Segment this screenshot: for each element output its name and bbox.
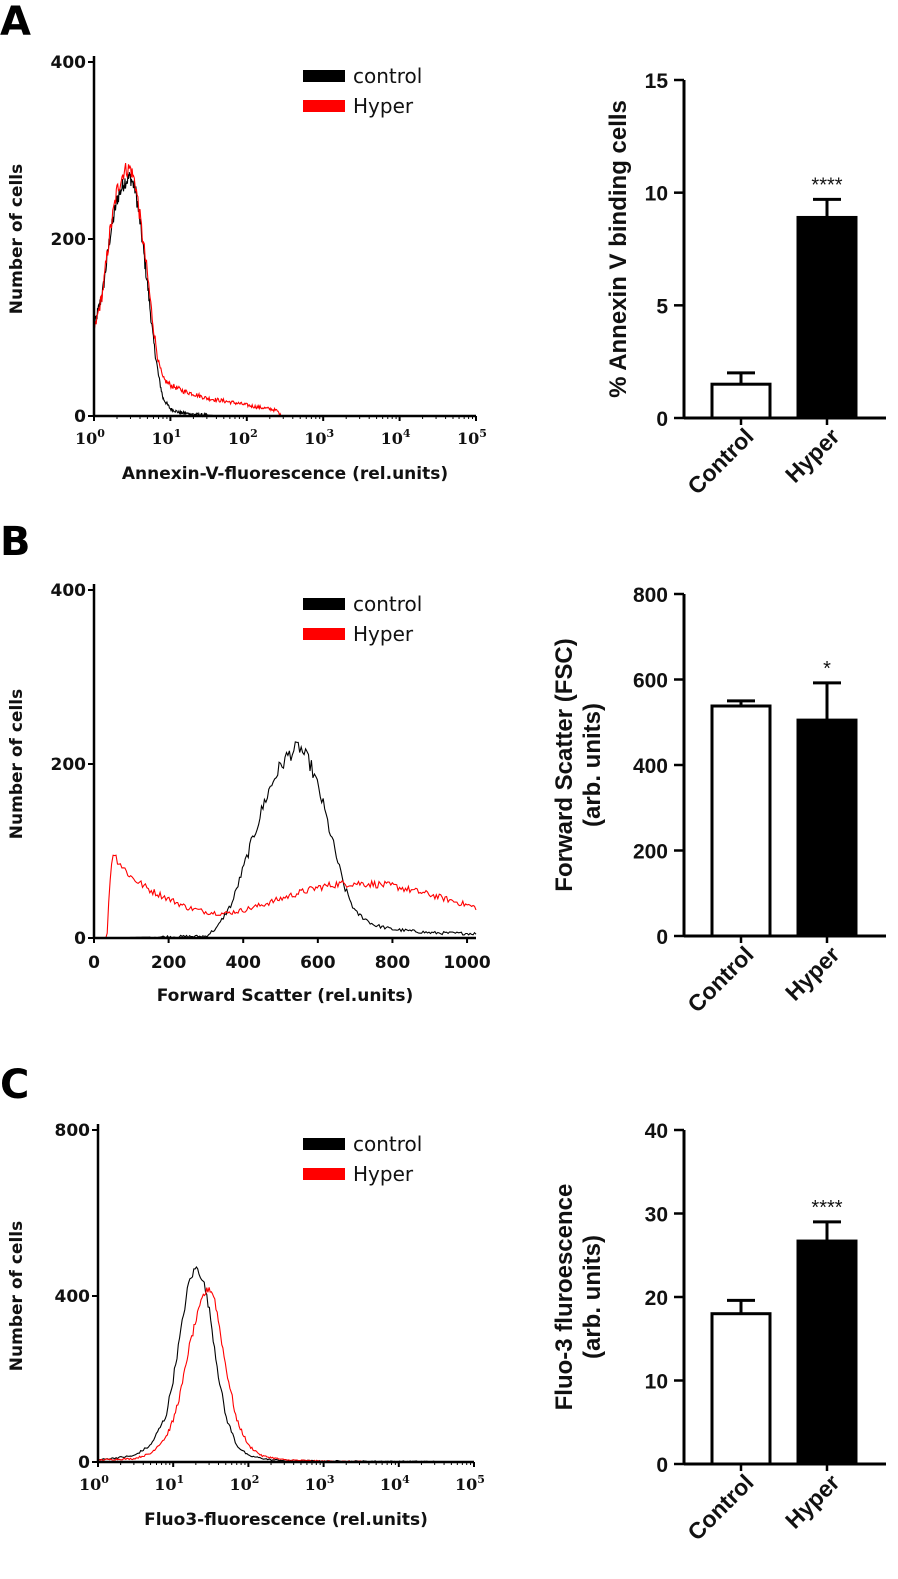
y-tick-label: 400: [633, 755, 668, 778]
series-line-control: [94, 741, 477, 939]
y-tick-label: 30: [645, 1204, 668, 1227]
y-axis-label: Number of cells: [7, 1221, 27, 1371]
bar-chart-forward-scatter: Control * Hyper 0 200 400 600 800 Forward Scatte…: [551, 584, 886, 1017]
histogram-forward-scatter: 0 200 400 0 200 400 600 800 1000 Forward Scatter …: [7, 581, 491, 1006]
series-line-hyper: [93, 163, 282, 417]
x-tick-label: 101: [154, 1473, 184, 1494]
panel-label-a: A: [0, 0, 31, 45]
y-tick-label: 0: [74, 407, 86, 427]
x-tick-label: 102: [229, 1473, 259, 1494]
x-tick-label: 1000: [443, 953, 490, 973]
legend-label-hyper: Hyper: [353, 1162, 414, 1186]
y-tick-label: 200: [633, 841, 668, 864]
y-tick-label: 0: [78, 1453, 90, 1473]
y-tick-label: 40: [645, 1120, 668, 1143]
x-tick-label: 400: [225, 953, 261, 973]
legend-swatch-hyper: [303, 1168, 345, 1180]
series-line-control: [97, 1266, 435, 1463]
histogram-fluo3: 0 400 800 100 101 102 103 104 105 Fluo3-fluoresce…: [7, 1121, 485, 1530]
panel-label-b: B: [0, 519, 31, 565]
x-tick-label: 101: [151, 427, 181, 448]
x-tick-label: 100: [75, 427, 105, 448]
y-tick-label: 800: [633, 584, 668, 607]
y-tick-label: 10: [645, 183, 668, 206]
category-label-control: Control: [682, 941, 758, 1017]
y-tick-label: 20: [645, 1287, 668, 1310]
series-line-hyper: [94, 854, 477, 939]
legend-label-control: control: [353, 592, 422, 616]
bar-control: [710, 704, 772, 938]
x-tick-label: 0: [88, 953, 100, 973]
y-tick-label: 200: [51, 755, 87, 775]
bar-hyper: [796, 1239, 858, 1466]
x-axis-label: Annexin-V-fluorescence (rel.units): [122, 464, 448, 484]
histogram-annexin: 0 200 400 100 101 102 103 104 105 Annexin-V-fluor…: [7, 53, 487, 484]
y-tick-label: 0: [74, 929, 86, 949]
x-tick-label: 103: [304, 427, 334, 448]
legend-label-control: control: [353, 64, 422, 88]
category-label-control: Control: [682, 1469, 758, 1545]
y-tick-label: 0: [656, 926, 668, 949]
panel-label-c: C: [0, 1062, 29, 1108]
category-label-hyper: Hyper: [780, 941, 845, 1006]
x-tick-label: 200: [151, 953, 187, 973]
x-tick-label: 105: [457, 427, 487, 448]
bar-hyper: [796, 718, 858, 938]
y-tick-label: 0: [656, 1454, 668, 1477]
y-axis-label-units: (arb. units): [579, 703, 606, 827]
y-tick-label: 400: [51, 581, 87, 601]
category-label-hyper: Hyper: [780, 423, 845, 488]
y-axis-label: Fluo-3 fluroescence: [551, 1184, 578, 1411]
bar-hyper: [796, 215, 858, 420]
y-tick-label: 0: [656, 408, 668, 431]
x-axis-label: Forward Scatter (rel.units): [157, 986, 414, 1006]
legend-swatch-control: [303, 70, 345, 82]
legend-label-hyper: Hyper: [353, 622, 414, 646]
significance-marker: ****: [811, 1197, 842, 1219]
y-axis-label-units: (arb. units): [579, 1235, 606, 1359]
x-tick-label: 102: [228, 427, 258, 448]
y-tick-label: 5: [656, 295, 668, 318]
significance-marker: ****: [811, 174, 842, 196]
series-line-hyper: [97, 1287, 399, 1463]
category-label-control: Control: [682, 423, 758, 499]
x-tick-label: 105: [455, 1473, 485, 1494]
legend-label-control: control: [353, 1132, 422, 1156]
y-tick-label: 10: [645, 1371, 668, 1394]
y-axis-label: Number of cells: [7, 689, 27, 839]
legend-swatch-control: [303, 598, 345, 610]
bar-chart-fluo3: Control **** Hyper 0 10 20 30 40 Fluo-3 fluroesc…: [551, 1120, 886, 1545]
x-tick-label: 600: [300, 953, 336, 973]
y-tick-label: 600: [633, 670, 668, 693]
x-tick-label: 104: [380, 1473, 410, 1494]
y-tick-label: 400: [55, 1287, 91, 1307]
bar-chart-annexin: Control **** Hyper 0 5 10 15 % Annexin V bindin…: [605, 70, 886, 499]
x-tick-label: 104: [381, 427, 411, 448]
legend-swatch-hyper: [303, 100, 345, 112]
legend-swatch-hyper: [303, 628, 345, 640]
legend-label-hyper: Hyper: [353, 94, 414, 118]
x-axis-label: Fluo3-fluorescence (rel.units): [144, 1510, 428, 1530]
y-axis-label: % Annexin V binding cells: [605, 100, 632, 398]
x-tick-label: 100: [79, 1473, 109, 1494]
legend-swatch-control: [303, 1138, 345, 1150]
x-tick-label: 800: [375, 953, 411, 973]
y-tick-label: 800: [55, 1121, 91, 1141]
significance-marker: *: [823, 658, 831, 680]
category-label-hyper: Hyper: [780, 1469, 845, 1534]
y-axis-label: Number of cells: [7, 164, 27, 314]
y-tick-label: 15: [645, 70, 669, 93]
y-tick-label: 200: [51, 230, 87, 250]
y-axis-label: Forward Scatter (FSC): [551, 638, 578, 891]
x-tick-label: 103: [305, 1473, 335, 1494]
bar-control: [710, 1312, 772, 1466]
y-tick-label: 400: [51, 53, 87, 73]
bar-control: [710, 382, 772, 420]
